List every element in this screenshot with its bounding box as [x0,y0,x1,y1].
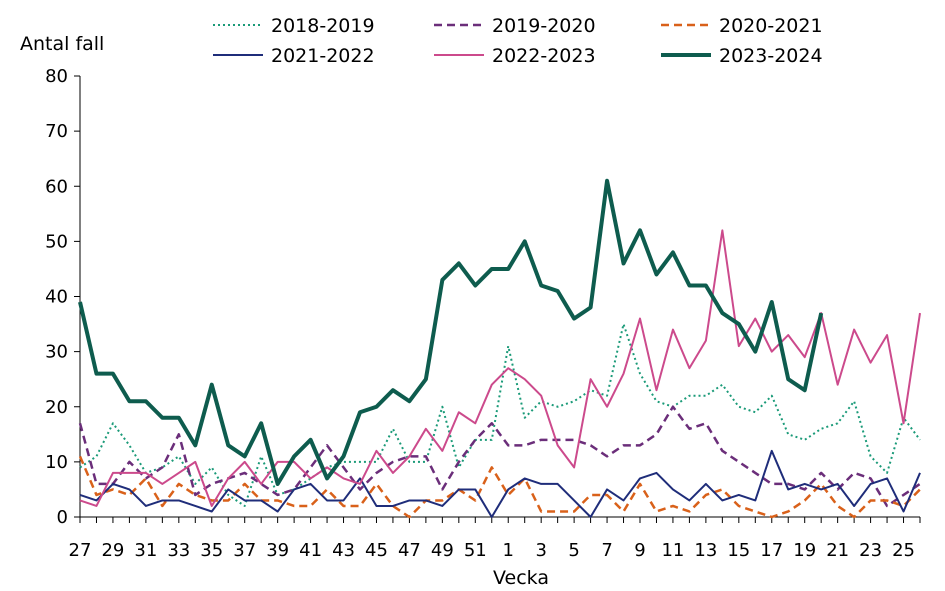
x-tick-label: 3 [535,540,546,561]
x-tick-label: 25 [892,540,915,561]
series-layer [78,178,921,519]
x-tick-label: 33 [167,540,190,561]
legend-label: 2018-2019 [271,15,375,37]
x-tick-label: 37 [233,540,256,561]
y-tick-label: 20 [45,397,68,418]
legend-item: 2018-2019 [213,15,375,37]
x-tick-label: 49 [431,540,454,561]
x-tick-label: 11 [661,540,684,561]
y-axis-title: Antal fall [20,33,104,55]
y-tick-label: 60 [45,176,68,197]
y-tick-label: 70 [45,121,68,142]
y-axis-ticks: 0 10 20 30 40 50 60 70 80 [45,66,80,528]
legend-label: 2019-2020 [492,15,596,37]
series-2023-2024 [78,178,824,486]
x-tick-label: 5 [568,540,579,561]
legend-label: 2022-2023 [492,45,596,67]
x-tick-label: 13 [694,540,717,561]
x-tick-label: 39 [266,540,289,561]
y-tick-label: 40 [45,287,68,308]
x-axis-ticks: 27 29 31 33 35 37 39 41 43 45 47 49 51 1 3 5 7 9 11 13 15 17 1… [69,517,921,561]
y-tick-label: 30 [45,342,68,363]
x-axis-title: Vecka [493,567,549,589]
legend-item: 2019-2020 [434,15,596,37]
x-tick-label: 15 [727,540,750,561]
x-tick-label: 41 [299,540,322,561]
legend-item: 2021-2022 [213,45,375,67]
x-tick-label: 29 [101,540,124,561]
series-2021-2022 [79,449,921,518]
legend-label: 2021-2022 [271,45,375,67]
x-tick-label: 1 [503,540,514,561]
x-tick-label: 21 [826,540,849,561]
series-2019-2020 [78,405,921,508]
x-tick-label: 45 [365,540,388,561]
x-tick-label: 19 [793,540,816,561]
series-line-2019-2020 [78,405,921,508]
legend-label: 2020-2021 [719,15,823,37]
x-tick-label: 47 [398,540,421,561]
x-tick-label: 43 [332,540,355,561]
legend-item: 2022-2023 [434,45,596,67]
x-tick-label: 35 [200,540,223,561]
x-tick-label: 17 [760,540,783,561]
legend-item: 2020-2021 [661,15,823,37]
y-tick-label: 0 [57,507,68,528]
series-line-2023-2024 [78,178,824,486]
x-tick-label: 31 [134,540,157,561]
legend: 2018-2019 2019-2020 2020-2021 2021-2022 2022… [213,15,823,67]
series-line-2021-2022 [79,449,921,518]
y-tick-label: 10 [45,452,68,473]
y-tick-label: 80 [45,66,68,87]
legend-item: 2023-2024 [661,45,823,67]
y-tick-label: 50 [45,231,68,252]
x-tick-label: 23 [859,540,882,561]
x-tick-label: 27 [69,540,92,561]
x-tick-label: 51 [464,540,487,561]
x-tick-label: 9 [634,540,645,561]
legend-label: 2023-2024 [719,45,823,67]
x-tick-label: 7 [601,540,612,561]
